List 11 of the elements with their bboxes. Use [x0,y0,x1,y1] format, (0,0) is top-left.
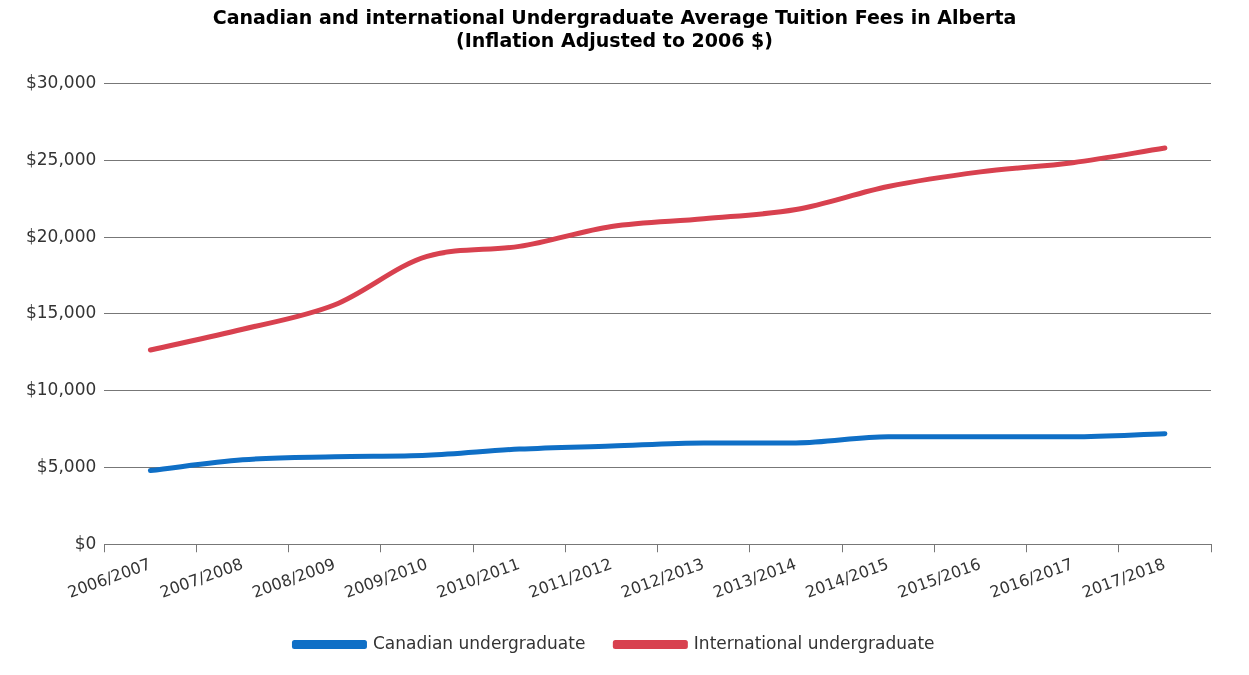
y-tick-label: $20,000 [25,225,97,246]
text: (Inflation Adjusted to 2006 $) [456,29,773,52]
y-tick-label: $30,000 [25,72,97,93]
text: Canadian and international Undergraduate Average Tuition Fees in Alberta [212,6,1017,29]
y-tick-label: $25,000 [25,148,97,169]
y-tick-label: $10,000 [25,379,97,400]
y-tick-label: $0 [74,532,97,553]
legend-label: Canadian undergraduate [372,632,586,653]
y-tick-label: $15,000 [25,302,97,323]
legend-label: International undergraduate [693,632,935,653]
y-tick-label: $5,000 [36,455,97,476]
